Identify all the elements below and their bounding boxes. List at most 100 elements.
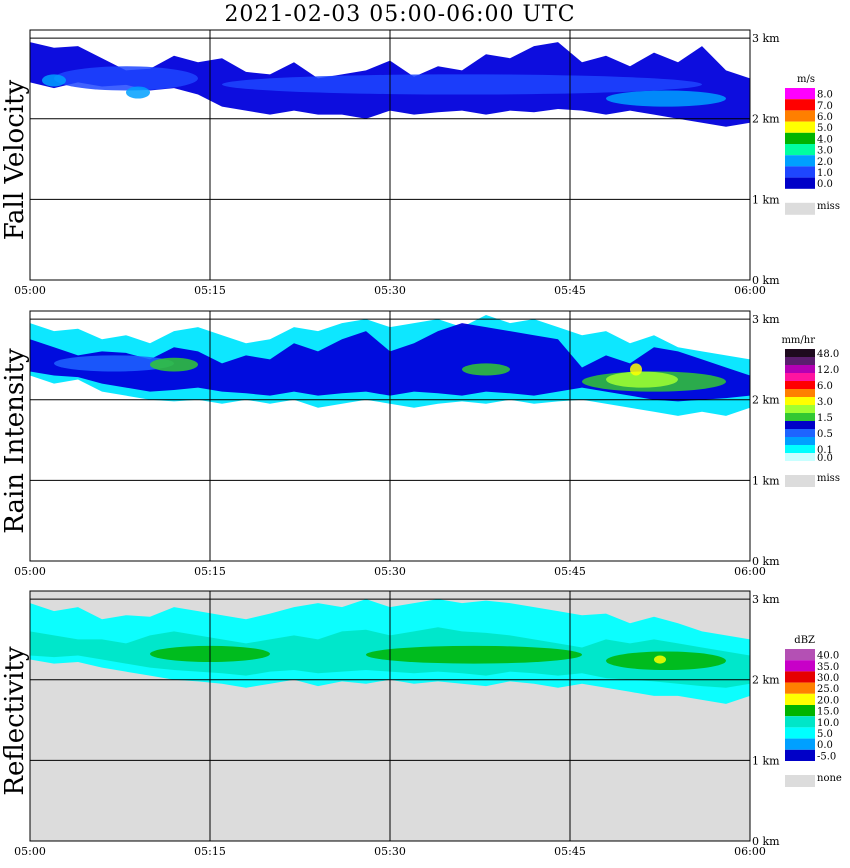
panel-rain-intensity: 0 km 1 km 2 km 3 km 05:00 05:15 05:30 05:45 06:0… (14, 310, 840, 578)
height-tick-label: 1 km (752, 474, 780, 487)
height-tick-label: 1 km (752, 193, 780, 206)
plot-area-rain-intensity: 0 km 1 km 2 km 3 km 05:00 05:15 05:30 05:45 06:0… (14, 310, 780, 578)
colorbar-swatch (785, 405, 815, 413)
colorbar-swatch (785, 166, 815, 178)
echo-core-3 (606, 90, 726, 107)
panel-fall-velocity: 0 km 1 km 2 km 3 km 05:00 05:15 05:30 05:45 06:0… (14, 29, 840, 297)
plot-area-fall-velocity: 0 km 1 km 2 km 3 km 05:00 05:15 05:30 05:45 06:0… (14, 29, 780, 297)
colorbar-miss-swatch (785, 775, 815, 787)
echo-core-0 (54, 66, 198, 91)
colorbar-label: 30.0 (817, 673, 839, 684)
height-tick-label: 2 km (752, 113, 780, 126)
height-tick-label: 0 km (752, 555, 780, 568)
colorbar-swatch (785, 421, 815, 429)
time-tick-label: 05:45 (554, 845, 586, 858)
colorbar-swatch (785, 365, 815, 373)
colorbar-label: 2.0 (817, 157, 833, 168)
height-tick-label: 0 km (752, 274, 780, 287)
echo-core-4 (606, 371, 678, 388)
colorbar-label: 3.0 (817, 397, 833, 408)
plot-frame (29, 310, 751, 562)
colorbar-swatch (785, 110, 815, 122)
colorbar-label: 40.0 (817, 651, 839, 662)
colorbar-swatch (785, 649, 815, 661)
time-tick-label: 06:00 (734, 565, 766, 578)
colorbar-label: 4.0 (817, 134, 833, 145)
time-tick-label: 05:15 (194, 565, 226, 578)
colorbar-label: 35.0 (817, 662, 839, 673)
colorbar-swatch (785, 682, 815, 694)
colorbar-label: 48.0 (817, 349, 839, 360)
time-tick-label: 05:45 (554, 565, 586, 578)
echo-core-1 (42, 74, 66, 87)
time-tick-label: 06:00 (734, 284, 766, 297)
colorbar-swatch (785, 716, 815, 728)
height-tick-label: 3 km (752, 32, 780, 45)
colorbar-swatch (785, 177, 815, 189)
height-tick-label: 3 km (752, 593, 780, 606)
colorbar-swatch (785, 389, 815, 397)
colorbar-label: 0.0 (817, 740, 833, 751)
colorbar-swatch (785, 671, 815, 683)
time-tick-label: 05:30 (374, 845, 406, 858)
colorbar-label: 3.0 (817, 146, 833, 157)
height-tick-label: 2 km (752, 674, 780, 687)
height-tick-label: 2 km (752, 394, 780, 407)
echo-core-3 (654, 655, 666, 664)
colorbar-swatch (785, 144, 815, 156)
colorbar-swatch (785, 693, 815, 705)
colorbar-swatch (785, 437, 815, 445)
colorbar-swatch (785, 749, 815, 761)
colorbar-label: 6.0 (817, 381, 833, 392)
colorbar-label: 15.0 (817, 707, 839, 718)
time-tick-label: 05:00 (14, 565, 46, 578)
colorbar-swatch (785, 88, 815, 100)
colorbar-miss-swatch (785, 202, 815, 215)
colorbar-label: 20.0 (817, 695, 839, 706)
colorbar-label: 0.5 (817, 429, 833, 440)
colorbar-swatch (785, 413, 815, 421)
echo-core-1 (150, 357, 198, 372)
colorbar-swatch (785, 705, 815, 717)
colorbar-swatch (785, 121, 815, 133)
time-tick-label: 05:30 (374, 284, 406, 297)
colorbar-swatch (785, 99, 815, 111)
colorbar-label: -5.0 (817, 751, 836, 762)
colorbar-label: 8.0 (817, 90, 833, 101)
time-tick-label: 05:15 (194, 284, 226, 297)
colorbar-fall-velocity: m/s8.07.06.05.04.03.02.01.00.0 miss (785, 74, 840, 215)
colorbar-label: 12.0 (817, 365, 839, 376)
colorbar-swatch (785, 357, 815, 365)
colorbar-miss-label: miss (817, 473, 840, 484)
colorbar-reflectivity: dBZ40.035.030.025.020.015.010.05.00.0-5.… (785, 635, 842, 787)
time-tick-label: 06:00 (734, 845, 766, 858)
colorbar-label: 0.0 (817, 453, 833, 464)
colorbar-swatch (785, 381, 815, 389)
echo-core-2 (462, 363, 510, 376)
colorbar-swatch (785, 132, 815, 144)
colorbar-label: 25.0 (817, 684, 839, 695)
colorbar-miss-label: none (817, 773, 842, 784)
time-tick-label: 05:45 (554, 284, 586, 297)
colorbar-label: 1.5 (817, 413, 833, 424)
echo-core-5 (630, 363, 642, 376)
colorbar-label: 0.1 (817, 445, 833, 456)
colorbar-swatch (785, 373, 815, 381)
colorbar-swatch (785, 397, 815, 405)
echo-core-1 (366, 645, 582, 664)
time-tick-label: 05:15 (194, 845, 226, 858)
panel-reflectivity: 0 km 1 km 2 km 3 km 05:00 05:15 05:30 05:45 06:0… (14, 590, 842, 858)
echo-core-4 (222, 74, 702, 95)
colorbar-miss-swatch (785, 475, 815, 487)
height-tick-label: 3 km (752, 313, 780, 326)
colorbar-swatch (785, 727, 815, 739)
colorbar-label: 1.0 (817, 168, 833, 179)
colorbar-swatch (785, 660, 815, 672)
colorbar-label: 5.0 (817, 123, 833, 134)
colorbar-miss-label: miss (817, 201, 840, 212)
colorbar-swatch (785, 445, 815, 453)
time-tick-label: 05:30 (374, 565, 406, 578)
colorbar-swatch (785, 738, 815, 750)
echo-core-2 (126, 86, 150, 99)
